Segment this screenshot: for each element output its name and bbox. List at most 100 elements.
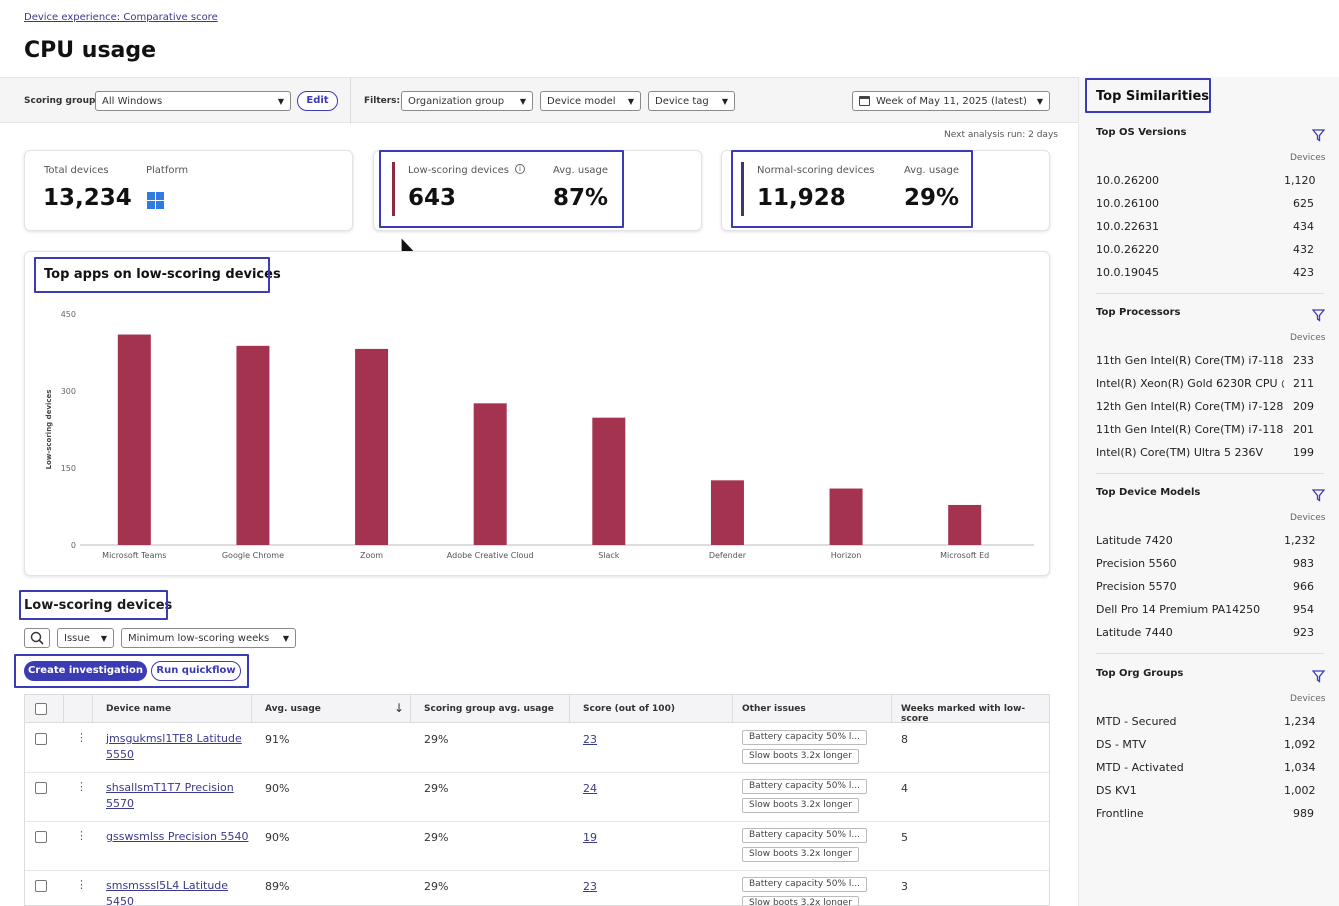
similarity-item-name: 10.0.22631 bbox=[1096, 220, 1159, 233]
device-name-link[interactable]: gsswsmlss Precision 5540 bbox=[106, 830, 249, 843]
table-row[interactable]: ⋮ gsswsmlss Precision 5540 90% 29% 19 Ba… bbox=[25, 822, 1049, 871]
similarity-item-name: 12th Gen Intel(R) Core(TM) i7-1280... bbox=[1096, 400, 1284, 413]
select-all-checkbox[interactable] bbox=[35, 703, 47, 715]
organization-group-filter[interactable]: Organization group ▼ bbox=[401, 91, 533, 111]
min-weeks-filter[interactable]: Minimum low-scoring weeks ▼ bbox=[121, 628, 296, 648]
similarity-item-count: 201 bbox=[1293, 423, 1314, 436]
avg-usage-cell: 90% bbox=[265, 831, 290, 844]
similarity-item-name: 10.0.26100 bbox=[1096, 197, 1159, 210]
x-tick-label: Microsoft Ed bbox=[940, 551, 989, 560]
devices-column-label: Devices bbox=[1290, 333, 1326, 343]
device-tag-filter[interactable]: Device tag ▼ bbox=[648, 91, 735, 111]
similarity-item-count: 1,234 bbox=[1284, 715, 1316, 728]
table-row[interactable]: ⋮ shsallsmT1T7 Precision 5570 90% 29% 24… bbox=[25, 773, 1049, 822]
week-select[interactable]: Week of May 11, 2025 (latest) ▼ bbox=[852, 91, 1050, 111]
header-device-name[interactable]: Device name bbox=[106, 704, 172, 714]
sidebar-divider bbox=[1096, 473, 1324, 474]
similarity-item-count: 434 bbox=[1293, 220, 1314, 233]
y-axis-label: Low-scoring devices bbox=[45, 390, 53, 470]
normal-avg-usage-label: Avg. usage bbox=[904, 165, 960, 176]
filter-icon[interactable] bbox=[1311, 307, 1326, 326]
issue-filter[interactable]: Issue ▼ bbox=[57, 628, 114, 648]
normal-scoring-value: 11,928 bbox=[757, 185, 846, 211]
filter-icon[interactable] bbox=[1311, 668, 1326, 687]
similarity-item-name: Dell Pro 14 Premium PA14250 bbox=[1096, 603, 1261, 616]
x-tick-label: Google Chrome bbox=[222, 551, 284, 560]
device-name-link[interactable]: shsallsmT1T7 Precision 5570 bbox=[106, 781, 234, 810]
similarity-item-count: 966 bbox=[1293, 580, 1314, 593]
similarity-item-count: 1,034 bbox=[1284, 761, 1316, 774]
normal-scoring-card bbox=[721, 150, 1050, 231]
row-menu-icon[interactable]: ⋮ bbox=[76, 878, 87, 891]
row-menu-icon[interactable]: ⋮ bbox=[76, 829, 87, 842]
platform-label: Platform bbox=[146, 165, 189, 176]
highlight-low-scoring-title bbox=[19, 590, 168, 620]
similarity-item-name: Precision 5560 bbox=[1096, 557, 1177, 570]
devices-column-label: Devices bbox=[1290, 694, 1326, 704]
table-header: Device name Avg. usage ↓ Scoring group a… bbox=[25, 695, 1049, 724]
highlight-chart-title bbox=[34, 257, 270, 293]
row-checkbox[interactable] bbox=[35, 782, 47, 794]
table-row[interactable]: ⋮ jmsgukmsl1TE8 Latitude 5550 91% 29% 23… bbox=[25, 724, 1049, 773]
header-score[interactable]: Score (out of 100) bbox=[583, 704, 675, 714]
issue-tag: Slow boots 3.2x longer bbox=[742, 749, 859, 764]
sort-down-icon[interactable]: ↓ bbox=[394, 701, 405, 715]
weeks-cell: 8 bbox=[901, 733, 908, 746]
header-group-avg-usage[interactable]: Scoring group avg. usage bbox=[424, 704, 554, 714]
header-other-issues[interactable]: Other issues bbox=[742, 704, 806, 714]
bar-5 bbox=[710, 480, 744, 545]
similarity-item-name: Latitude 7440 bbox=[1096, 626, 1173, 639]
info-icon[interactable]: i bbox=[515, 164, 525, 174]
search-button[interactable] bbox=[24, 628, 50, 648]
sidebar-title: Top Similarities bbox=[1096, 89, 1210, 104]
run-quickflow-button[interactable]: Run quickflow bbox=[151, 661, 241, 681]
week-value: Week of May 11, 2025 (latest) bbox=[876, 95, 1027, 107]
column-separator bbox=[63, 695, 64, 723]
row-checkbox[interactable] bbox=[35, 880, 47, 892]
similarity-item-name: 11th Gen Intel(R) Core(TM) i7-1185G... bbox=[1096, 354, 1284, 367]
device-name-link[interactable]: jmsgukmsl1TE8 Latitude 5550 bbox=[106, 732, 242, 761]
header-avg-usage[interactable]: Avg. usage bbox=[265, 704, 321, 714]
group-avg-cell: 29% bbox=[424, 782, 449, 795]
filters-label: Filters: bbox=[364, 96, 401, 106]
column-separator bbox=[92, 695, 93, 723]
edit-button[interactable]: Edit bbox=[297, 91, 338, 111]
similarity-item-count: 923 bbox=[1293, 626, 1314, 639]
bar-6 bbox=[829, 488, 863, 545]
row-menu-icon[interactable]: ⋮ bbox=[76, 780, 87, 793]
x-tick-label: Slack bbox=[598, 551, 620, 560]
scoring-group-label: Scoring group: bbox=[24, 96, 100, 106]
row-menu-icon[interactable]: ⋮ bbox=[76, 731, 87, 744]
sidebar-section-title: Top Device Models bbox=[1096, 487, 1201, 498]
score-link[interactable]: 19 bbox=[583, 831, 597, 844]
filter-icon[interactable] bbox=[1311, 487, 1326, 506]
search-icon bbox=[30, 631, 44, 645]
device-model-filter[interactable]: Device model ▼ bbox=[540, 91, 641, 111]
issue-tag: Slow boots 3.2x longer bbox=[742, 798, 859, 813]
breadcrumb-link[interactable]: Device experience: Comparative score bbox=[24, 12, 218, 23]
y-tick-label: 0 bbox=[71, 541, 76, 550]
devices-column-label: Devices bbox=[1290, 153, 1326, 163]
filter-icon[interactable] bbox=[1311, 127, 1326, 146]
scoring-group-select[interactable]: All Windows ▼ bbox=[95, 91, 291, 111]
column-separator bbox=[891, 695, 892, 723]
score-link[interactable]: 24 bbox=[583, 782, 597, 795]
similarity-item-name: DS - MTV bbox=[1096, 738, 1147, 751]
issue-tag: Battery capacity 50% l... bbox=[742, 730, 867, 745]
similarity-item-count: 989 bbox=[1293, 807, 1314, 820]
score-link[interactable]: 23 bbox=[583, 880, 597, 893]
create-investigation-button[interactable]: Create investigation bbox=[24, 661, 147, 681]
row-checkbox[interactable] bbox=[35, 831, 47, 843]
device-name-link[interactable]: smsmsssl5L4 Latitude 5450 bbox=[106, 879, 229, 906]
similarity-item-count: 1,232 bbox=[1284, 534, 1316, 547]
min-weeks-filter-label: Minimum low-scoring weeks bbox=[128, 632, 270, 644]
score-link[interactable]: 23 bbox=[583, 733, 597, 746]
similarity-item-name: MTD - Activated bbox=[1096, 761, 1184, 774]
issue-tag: Battery capacity 50% l... bbox=[742, 828, 867, 843]
row-checkbox[interactable] bbox=[35, 733, 47, 745]
avg-usage-cell: 89% bbox=[265, 880, 290, 893]
header-weeks-low-score[interactable]: Weeks marked with low-score bbox=[901, 704, 1026, 724]
table-row[interactable]: ⋮ smsmsssl5L4 Latitude 5450 89% 29% 23 B… bbox=[25, 871, 1049, 906]
similarity-item-name: 10.0.19045 bbox=[1096, 266, 1159, 279]
normal-scoring-accent-bar bbox=[741, 162, 744, 216]
